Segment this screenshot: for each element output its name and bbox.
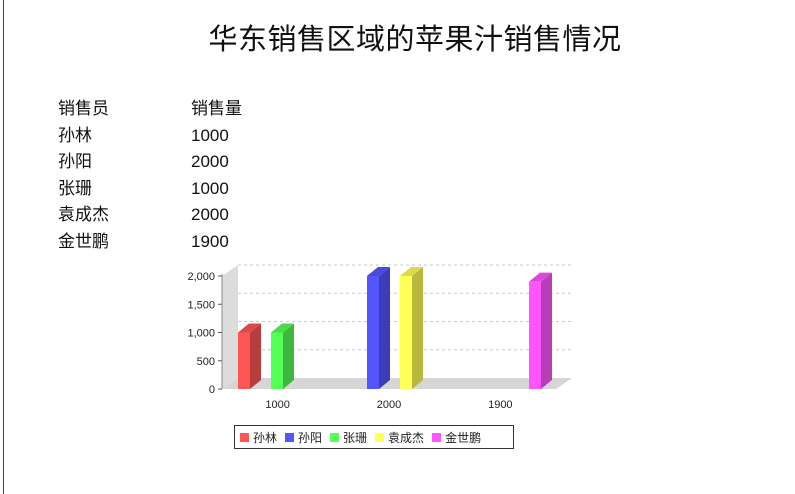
sales-table: 销售员 销售量 孙林 1000 孙阳 2000 张珊 1000 袁成杰 2000…: [58, 96, 291, 256]
legend-label: 孙林: [253, 430, 278, 445]
sales-volume-cell: 1000: [191, 125, 229, 145]
sales-volume-cell: 2000: [191, 152, 229, 172]
table-row: 孙林 1000: [58, 123, 291, 150]
y-tick-label: 1,500: [187, 299, 215, 311]
bar-张珊: [271, 332, 283, 389]
y-tick-label: 500: [197, 356, 215, 368]
bar-top-孙阳: [367, 267, 390, 276]
bar-top-袁成杰: [400, 267, 423, 276]
bar-孙林: [238, 332, 250, 389]
table-row: 张珊 1000: [58, 176, 291, 203]
legend-swatch: [432, 432, 442, 442]
legend-swatch: [375, 432, 385, 442]
bar-side-张珊: [283, 323, 294, 389]
x-tick-label: 1900: [488, 399, 512, 411]
bar-side-金世鹏: [541, 272, 552, 389]
header-salesperson: 销售员: [58, 99, 109, 119]
bar-side-孙林: [250, 323, 261, 389]
legend-label: 孙阳: [298, 430, 323, 445]
legend-label: 张珊: [343, 430, 368, 445]
bar-side-孙阳: [379, 267, 390, 389]
bar-top-张珊: [271, 323, 294, 333]
x-tick-label: 1000: [265, 399, 289, 411]
salesperson-cell: 金世鹏: [58, 231, 109, 252]
legend-label: 袁成杰: [388, 430, 425, 445]
table-row: 金世鹏 1900: [58, 229, 291, 256]
x-tick-label: 2000: [377, 399, 401, 411]
page-title: 华东销售区域的苹果汁销售情况: [208, 22, 622, 56]
legend-item: 孙林: [240, 429, 277, 446]
legend-label: 金世鹏: [445, 430, 482, 445]
window-left-border: [3, 0, 4, 494]
plot-left-wall: [222, 265, 238, 389]
salesperson-cell: 孙阳: [58, 152, 92, 173]
legend-item: 孙阳: [285, 429, 322, 446]
table-header-row: 销售员 销售量: [58, 96, 291, 123]
legend-item: 金世鹏: [432, 429, 481, 446]
table-row: 袁成杰 2000: [58, 202, 291, 229]
legend-swatch: [330, 432, 340, 442]
plot-floor: [222, 378, 572, 389]
legend-swatch: [285, 432, 295, 442]
salesperson-cell: 袁成杰: [58, 205, 109, 226]
bar-金世鹏: [529, 281, 541, 389]
salesperson-cell: 孙林: [58, 125, 92, 146]
legend-swatch: [240, 432, 249, 442]
bar-孙阳: [367, 276, 379, 389]
bar-top-孙林: [238, 323, 261, 333]
bar-side-袁成杰: [412, 267, 423, 389]
y-tick-label: 1,000: [187, 328, 215, 340]
sales-volume-cell: 1900: [191, 231, 229, 251]
y-tick-label: 0: [209, 384, 215, 396]
y-tick-label: 2,000: [187, 271, 215, 283]
header-sales-volume: 销售量: [191, 99, 242, 118]
bar-top-金世鹏: [529, 272, 552, 282]
sales-volume-cell: 2000: [191, 205, 229, 225]
legend-item: 袁成杰: [375, 429, 424, 446]
salesperson-cell: 张珊: [58, 178, 92, 199]
legend-item: 张珊: [330, 429, 367, 446]
bar-袁成杰: [400, 276, 412, 389]
sales-volume-cell: 1000: [191, 178, 229, 198]
table-row: 孙阳 2000: [58, 149, 291, 176]
chart-legend: 孙林 孙阳 张珊 袁成杰 金世鹏: [234, 425, 514, 449]
